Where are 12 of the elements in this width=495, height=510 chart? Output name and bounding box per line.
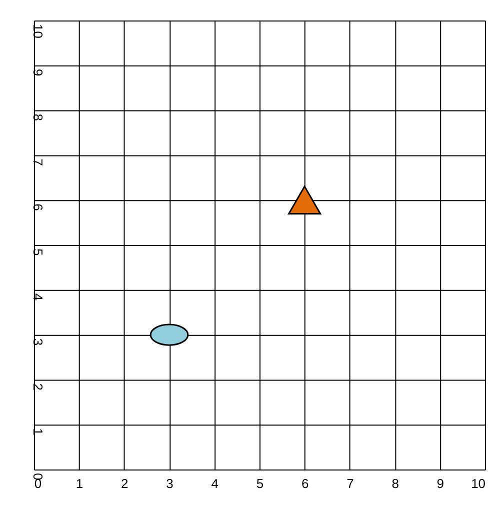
x-tick-label: 9 <box>436 476 444 492</box>
y-tick-label: 7 <box>30 158 46 166</box>
x-tick-label: 6 <box>301 476 309 492</box>
x-tick-label: 2 <box>121 476 128 492</box>
x-tick-label: 3 <box>166 476 174 492</box>
y-tick-label: 4 <box>30 293 46 301</box>
x-tick-label: 7 <box>346 476 354 492</box>
x-tick-label: 8 <box>392 476 399 492</box>
x-tick-label: 4 <box>211 476 218 492</box>
x-tick-label: 1 <box>76 476 84 492</box>
x-tick-label: 5 <box>256 476 264 492</box>
x-tick-label: 10 <box>471 476 486 492</box>
